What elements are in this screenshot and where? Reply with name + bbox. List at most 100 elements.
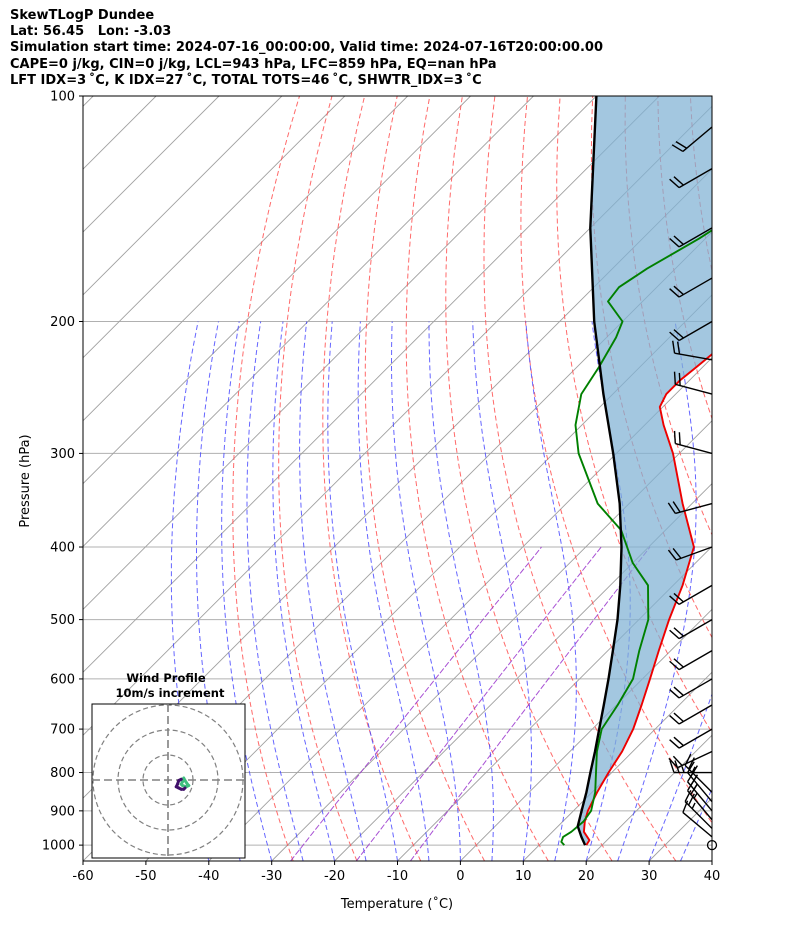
wind-barb-half-flag	[691, 802, 696, 809]
cape-cin-shading	[577, 96, 712, 846]
wind-barb	[672, 340, 713, 361]
wind-barb	[669, 227, 713, 248]
wind-barb-staff	[675, 442, 713, 455]
isotherm-line	[334, 482, 712, 861]
wind-barb-staff	[682, 126, 713, 152]
mixing-ratio-line	[290, 546, 542, 861]
wind-barb-flag	[673, 592, 684, 603]
moist-adiabat	[272, 321, 336, 861]
wind-barb-flag	[668, 757, 679, 769]
hodograph-segment	[182, 786, 187, 791]
isotherm-line	[397, 545, 712, 861]
isotherm-line	[711, 860, 712, 861]
moist-adiabat	[299, 321, 367, 861]
wind-barb-staff	[675, 502, 713, 515]
mixing-ratio-line	[409, 546, 651, 861]
moist-adiabat	[221, 321, 273, 861]
calm-wind-circle	[706, 839, 718, 851]
dry-adiabat	[483, 96, 677, 861]
isotherm-line	[83, 96, 283, 296]
convective-parameters: CAPE=0 j/kg, CIN=0 j/kg, LCL=943 hPa, LF…	[10, 56, 497, 72]
dry-adiabat	[756, 96, 794, 861]
x-tick-label: 20	[578, 869, 595, 884]
wind-barb-flag	[673, 658, 684, 668]
wind-barb-staff	[687, 772, 713, 803]
moist-adiabat	[327, 321, 398, 861]
y-tick-label: 900	[50, 804, 75, 819]
isotherm-line	[460, 608, 712, 861]
wind-barb-flag	[669, 629, 680, 640]
wind-barb-flag	[672, 547, 682, 559]
moist-adiabat	[357, 321, 430, 861]
temperature-line	[582, 352, 712, 846]
wind-barb	[669, 678, 713, 699]
dry-adiabat	[364, 96, 485, 861]
wind-barb-staff	[675, 383, 713, 395]
moist-adiabat	[648, 692, 712, 861]
y-tick-label: 600	[50, 672, 75, 687]
wind-barb-staff	[678, 619, 713, 640]
wind-barb-flag	[673, 627, 684, 637]
wind-barb-flag	[672, 501, 681, 513]
isotherm-line	[83, 96, 220, 233]
wind-barb-flag	[667, 549, 677, 561]
stability-indices: LFT IDX=3 ˚C, K IDX=27 ˚C, TOTAL TOTS=46…	[10, 72, 482, 88]
wind-barb	[669, 650, 713, 671]
y-tick-label: 300	[50, 447, 75, 462]
isotherm-line	[83, 96, 409, 422]
wind-barb-staff	[682, 811, 713, 838]
wind-barb	[669, 728, 713, 749]
wind-barb-flag	[673, 285, 684, 296]
isotherm-line	[83, 96, 346, 359]
wind-barb	[673, 371, 713, 395]
wind-barb-flag	[673, 686, 684, 696]
dry-adiabat	[232, 96, 300, 861]
wind-barb	[667, 546, 713, 561]
wind-barb-staff	[684, 801, 713, 829]
wind-barb-flag	[686, 761, 695, 773]
x-tick-label: 10	[515, 869, 532, 884]
x-tick-label: -40	[198, 869, 219, 884]
wind-barb-flag	[672, 755, 683, 766]
x-tick-label: 30	[641, 869, 658, 884]
wind-barb-flag	[684, 789, 692, 802]
wind-barb-flag	[669, 739, 680, 749]
wind-barb-staff	[678, 678, 713, 699]
wind-barb-flag	[673, 712, 684, 722]
wind-barb	[673, 430, 713, 455]
wind-barb-flag	[669, 595, 680, 605]
wind-barb-staff	[678, 167, 713, 189]
wind-barb-flag	[672, 340, 676, 354]
wind-barb-flag	[675, 141, 688, 149]
wind-barb-flag	[676, 341, 681, 355]
wind-barb-flag	[673, 235, 684, 245]
y-tick-label: 500	[50, 613, 75, 628]
wind-barb-flag	[673, 176, 684, 186]
wind-barb-staff	[678, 584, 713, 605]
dry-adiabat	[445, 96, 613, 861]
moist-adiabat	[391, 321, 461, 861]
isotherm-line	[775, 96, 794, 861]
wind-barb	[671, 126, 713, 153]
wind-barb	[669, 619, 713, 640]
isotherm-line	[83, 96, 94, 107]
wind-barb-staff	[678, 320, 713, 342]
y-tick-label: 400	[50, 541, 75, 556]
wind-barb-flag	[667, 502, 676, 514]
dewpoint-line	[560, 229, 712, 846]
y-tick-label: 700	[50, 723, 75, 738]
x-tick-label: -60	[72, 869, 93, 884]
wind-barb	[669, 277, 713, 298]
wind-barb-flag	[669, 689, 680, 699]
y-tick-label: 1000	[42, 839, 75, 854]
wind-barb	[668, 750, 713, 769]
y-axis-label: Pressure (hPa)	[18, 434, 33, 527]
wind-barb-staff	[687, 790, 713, 821]
wind-barb-flag	[669, 288, 680, 298]
y-tick-label: 200	[50, 315, 75, 330]
y-tick-label: 800	[50, 766, 75, 781]
wind-barb-staff	[674, 352, 713, 361]
wind-barb-flag	[669, 331, 680, 342]
wind-barb-flag	[673, 371, 676, 385]
